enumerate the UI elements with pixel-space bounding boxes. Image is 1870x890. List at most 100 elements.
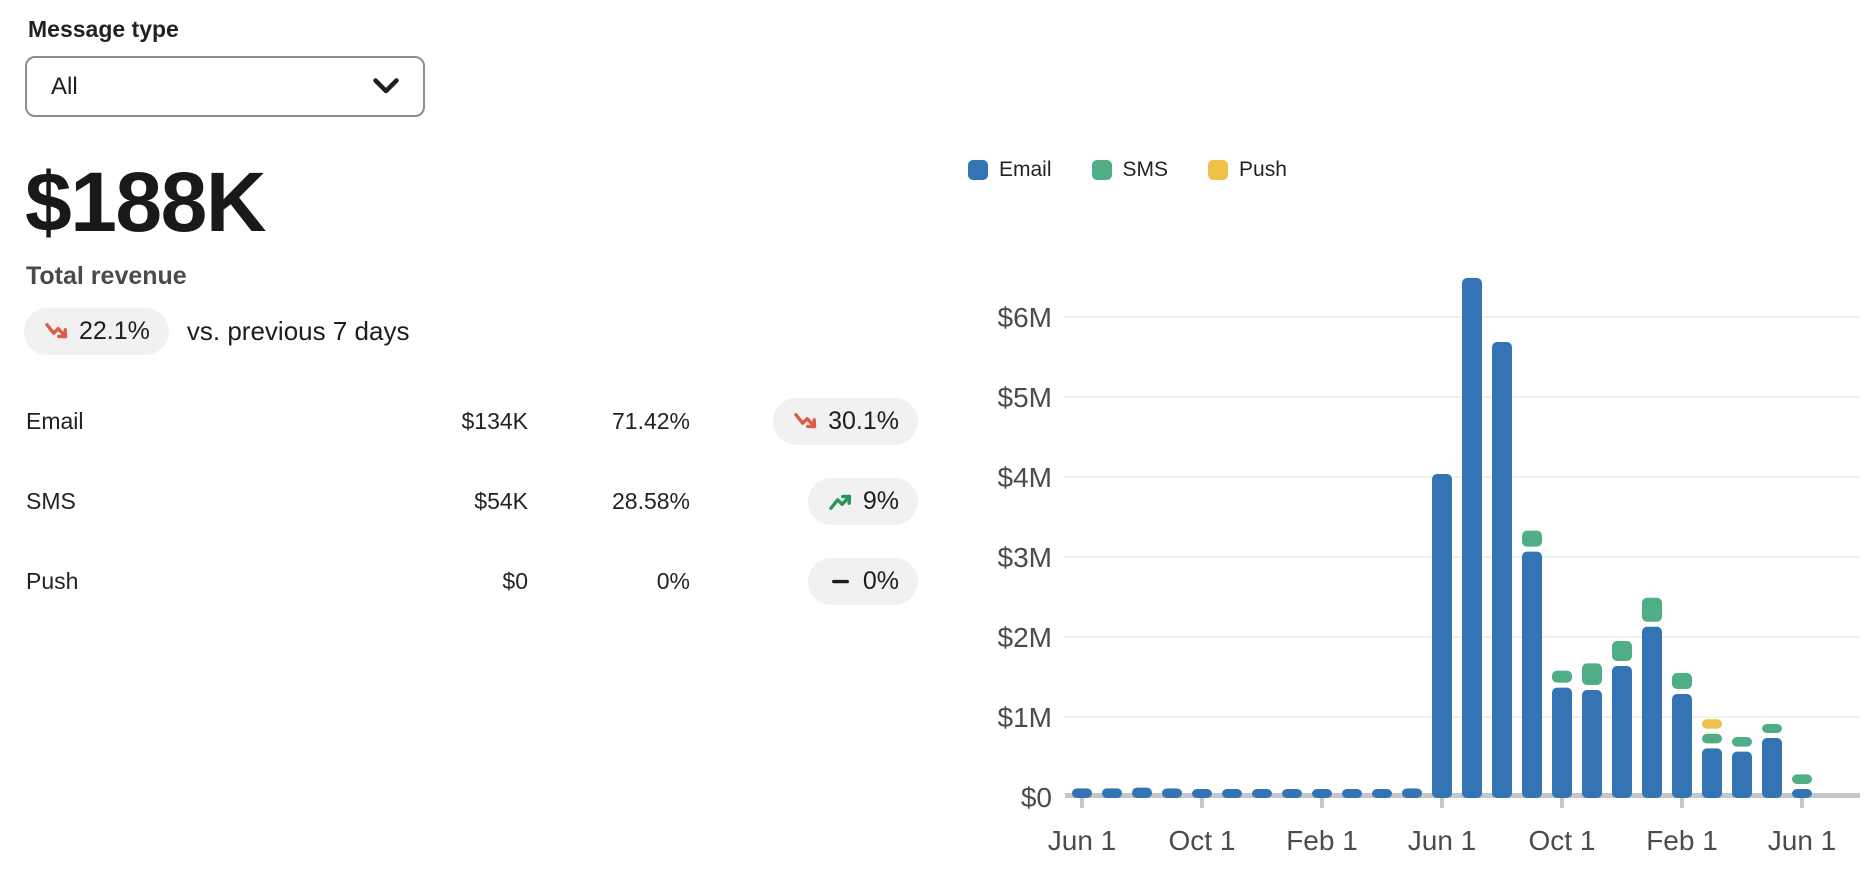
chart-legend: Email SMS Push [968, 158, 1287, 182]
row-change-value: 30.1% [828, 407, 899, 435]
table-row: Email $134K 71.42% 30.1% [26, 398, 918, 445]
row-change-badge: 30.1% [773, 398, 918, 445]
x-axis-tick [1320, 797, 1324, 808]
email-bar-segment [1792, 789, 1812, 798]
row-badge-cell: 0% [690, 558, 918, 605]
legend-item-push[interactable]: Push [1208, 158, 1287, 182]
x-axis-tick [1800, 797, 1804, 808]
push-swatch-icon [1208, 160, 1229, 180]
row-badge-cell: 9% [690, 478, 918, 525]
y-axis-tick-label: $2M [998, 622, 1052, 653]
legend-item-email[interactable]: Email [968, 158, 1052, 182]
stacked-bar-chart: $0 $1M $2M $3M $4M $5M $6M Jun 1 Oct 1 Feb 1 Jun 1… [998, 278, 1860, 856]
email-bar-segment [1282, 789, 1302, 798]
email-bar-segment [1522, 551, 1542, 798]
email-bar-segment [1492, 342, 1512, 798]
revenue-chart: Email SMS Push $0 $1M $2M $3M $4M $5M $6M Jun 1 Oc… [940, 140, 1870, 890]
row-value: $0 [502, 568, 528, 594]
row-share: 28.58% [611, 488, 690, 514]
x-axis-tick [1680, 797, 1684, 808]
total-revenue-value: $188K [25, 155, 267, 249]
email-bar-segment [1672, 694, 1692, 798]
email-swatch-icon [968, 160, 988, 180]
y-axis-tick-label: $0 [1021, 782, 1052, 813]
sms-bar-segment [1672, 673, 1692, 689]
email-bar-segment [1222, 789, 1242, 798]
email-bar-segment [1552, 687, 1572, 798]
sms-bar-segment [1702, 733, 1722, 744]
row-badge-cell: 30.1% [690, 398, 918, 445]
channel-breakdown-table: Email $134K 71.42% 30.1% SMS $54K 28.58% 9% Push… [26, 398, 918, 638]
x-axis-tick-label: Jun 1 [1048, 825, 1117, 856]
table-row: Push $0 0% 0% [26, 558, 918, 605]
row-label: Push [26, 568, 79, 594]
trend-up-icon [829, 494, 852, 510]
total-change-value: 22.1% [79, 317, 150, 345]
email-bar-segment [1402, 788, 1422, 798]
sms-bar-segment [1762, 724, 1782, 733]
email-bar-segment [1252, 789, 1272, 798]
x-axis-tick [1560, 797, 1564, 808]
message-type-label: Message type [28, 16, 179, 42]
email-bar-segment [1132, 787, 1152, 798]
table-row: SMS $54K 28.58% 9% [26, 478, 918, 525]
trend-down-icon [45, 323, 68, 339]
row-label: Email [26, 408, 84, 434]
email-bar-segment [1762, 738, 1782, 798]
x-axis-tick-label: Feb 1 [1286, 825, 1358, 856]
sms-bar-segment [1732, 737, 1752, 747]
sms-bar-segment [1642, 597, 1662, 622]
legend-item-sms[interactable]: SMS [1091, 158, 1168, 182]
x-axis-tick [1200, 797, 1204, 808]
total-change-row: 22.1% vs. previous 7 days [24, 308, 409, 355]
email-bar-segment [1342, 789, 1362, 798]
y-axis-tick-label: $3M [998, 542, 1052, 573]
total-change-badge: 22.1% [24, 308, 169, 355]
email-bar-segment [1612, 666, 1632, 798]
sms-bar-segment [1792, 774, 1812, 784]
total-revenue-label: Total revenue [26, 262, 187, 290]
y-axis-tick-label: $6M [998, 302, 1052, 333]
row-label: SMS [26, 488, 76, 514]
row-change-value: 0% [862, 567, 899, 595]
sms-bar-segment [1552, 670, 1572, 683]
legend-label: Push [1239, 158, 1287, 181]
x-axis-tick [1080, 797, 1084, 808]
sms-bar-segment [1522, 530, 1542, 547]
chevron-down-icon [373, 78, 399, 94]
sms-swatch-icon [1091, 160, 1112, 180]
email-bar-segment [1192, 789, 1212, 798]
legend-label: Email [999, 158, 1052, 181]
row-value: $134K [461, 408, 528, 434]
x-axis-line [1065, 793, 1860, 798]
message-type-select[interactable]: All [25, 56, 425, 117]
x-axis-tick-label: Jun 1 [1408, 825, 1477, 856]
row-change-badge: 9% [807, 478, 918, 525]
trend-down-icon [43, 318, 70, 345]
message-type-selected-value: All [51, 72, 78, 100]
x-axis-tick-label: Oct 1 [1529, 825, 1596, 856]
row-share: 0% [656, 568, 690, 594]
email-bar-segment [1432, 474, 1452, 798]
x-axis-tick [1440, 797, 1444, 808]
email-bar-segment [1372, 789, 1392, 798]
x-axis-tick-label: Jun 1 [1768, 825, 1837, 856]
email-bar-segment [1462, 278, 1482, 798]
sms-bar-segment [1582, 663, 1602, 685]
y-axis-tick-label: $4M [998, 462, 1052, 493]
row-share: 71.42% [611, 408, 690, 434]
email-bar-segment [1582, 690, 1602, 798]
comparison-period-label: vs. previous 7 days [186, 316, 410, 346]
push-bar-segment [1702, 719, 1722, 729]
x-axis-tick-label: Feb 1 [1646, 825, 1718, 856]
email-bar-segment [1072, 788, 1092, 798]
email-bar-segment [1702, 748, 1722, 798]
sms-bar-segment [1612, 641, 1632, 661]
row-change-value: 9% [862, 487, 899, 515]
y-axis-tick-label: $1M [998, 702, 1052, 733]
row-change-badge: 0% [807, 558, 918, 605]
trend-down-icon [794, 413, 817, 429]
x-axis-tick-label: Oct 1 [1169, 825, 1236, 856]
trend-flat-icon [831, 579, 849, 584]
